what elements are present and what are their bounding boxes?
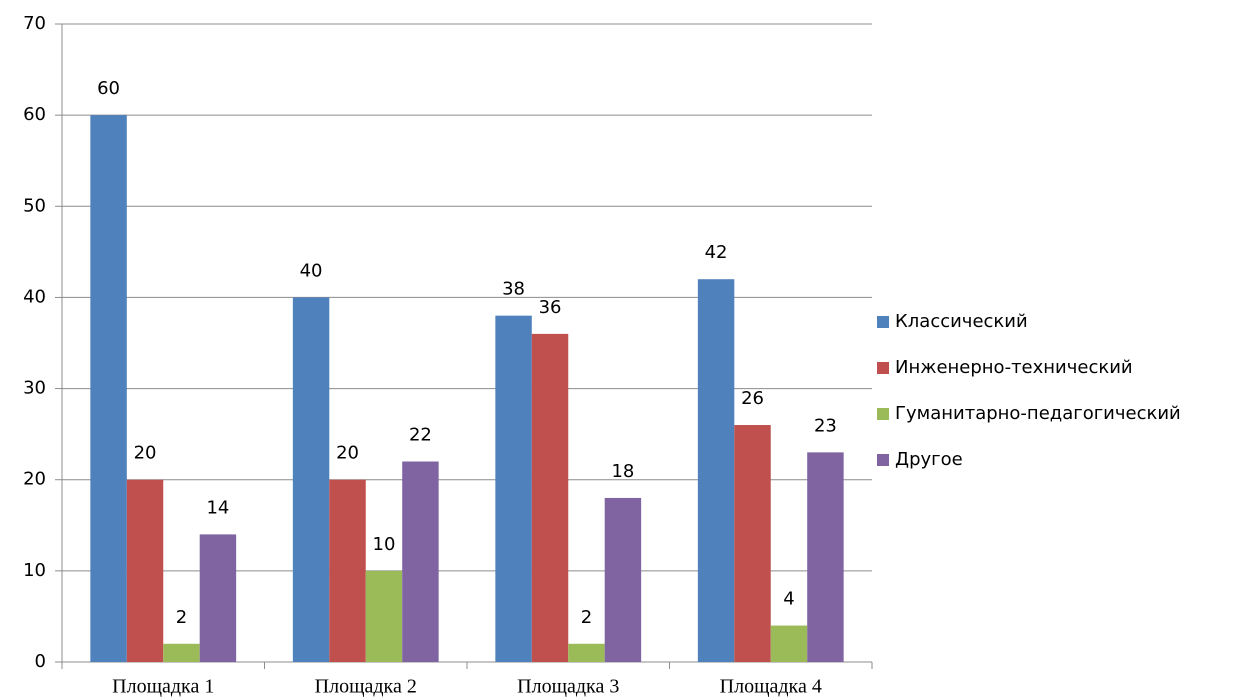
bar [199, 534, 237, 662]
y-tick-label: 40 [23, 286, 46, 307]
bar [163, 643, 200, 662]
data-label: 26 [741, 388, 764, 409]
legend-label: Другое [895, 449, 963, 470]
bar [329, 479, 366, 662]
bar [770, 625, 808, 662]
y-tick-label: 20 [23, 469, 46, 490]
data-label: 4 [783, 589, 794, 610]
y-tick-label: 70 [23, 13, 46, 34]
x-tick-label: Площадка 1 [112, 676, 214, 697]
y-tick-label: 60 [23, 104, 46, 125]
legend-swatch [877, 408, 889, 420]
data-label: 22 [409, 424, 432, 445]
bar [90, 115, 127, 662]
legend-label: Инженерно-технический [895, 357, 1133, 378]
data-label: 20 [336, 443, 359, 464]
bar [568, 643, 605, 662]
x-tick-label: Площадка 4 [720, 676, 822, 697]
legend-swatch [877, 316, 889, 328]
data-label: 10 [373, 534, 396, 555]
legend-swatch [877, 362, 889, 374]
bar [531, 333, 569, 662]
bar [126, 479, 164, 662]
y-tick-label: 10 [23, 560, 46, 581]
legend-label: Гуманитарно-педагогический [895, 403, 1181, 424]
bar [807, 452, 844, 662]
x-tick-label: Площадка 2 [315, 676, 417, 697]
bar [365, 570, 403, 662]
data-label: 40 [300, 260, 323, 281]
data-label: 2 [176, 607, 187, 628]
bar [734, 425, 771, 662]
bar [697, 279, 735, 662]
data-label: 42 [705, 242, 728, 263]
bar [495, 315, 532, 662]
bar [292, 297, 330, 662]
data-label: 14 [206, 497, 229, 518]
data-label: 60 [97, 78, 120, 99]
y-tick-label: 30 [23, 378, 46, 399]
data-label: 36 [539, 297, 562, 318]
y-tick-label: 50 [23, 195, 46, 216]
bar [402, 461, 439, 662]
bar [604, 497, 642, 662]
data-label: 23 [814, 415, 837, 436]
y-tick-label: 0 [35, 651, 46, 672]
data-label: 20 [134, 443, 157, 464]
data-label: 2 [581, 607, 592, 628]
data-label: 38 [502, 279, 525, 300]
legend-swatch [877, 454, 889, 466]
x-tick-label: Площадка 3 [517, 676, 619, 697]
legend-label: Классический [895, 311, 1028, 332]
data-label: 18 [611, 461, 634, 482]
